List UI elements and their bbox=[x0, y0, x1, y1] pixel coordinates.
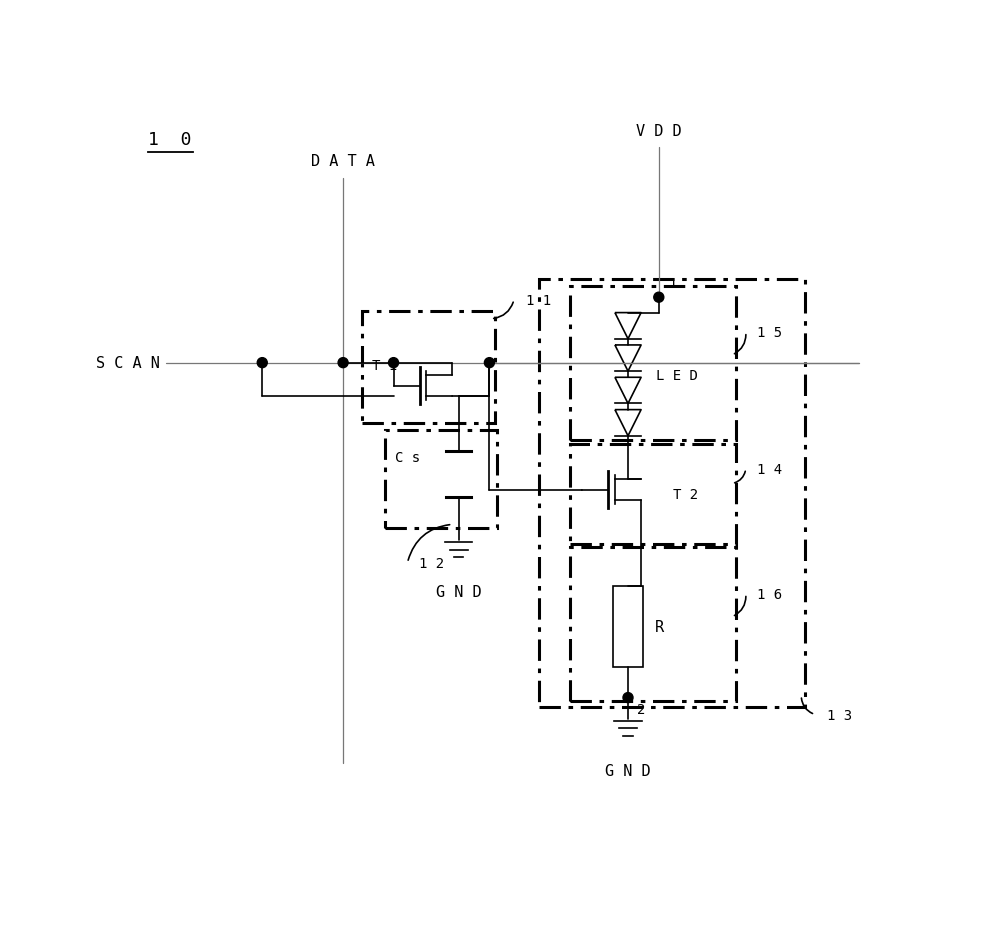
Circle shape bbox=[257, 359, 267, 368]
Text: 1 6: 1 6 bbox=[757, 587, 782, 601]
Text: T 2: T 2 bbox=[673, 487, 698, 501]
Text: 1 5: 1 5 bbox=[757, 326, 782, 340]
Text: C s: C s bbox=[395, 450, 420, 464]
Circle shape bbox=[389, 359, 399, 368]
Text: L E D: L E D bbox=[656, 368, 698, 382]
Circle shape bbox=[623, 693, 633, 703]
Text: R: R bbox=[655, 619, 664, 634]
Text: S C A N: S C A N bbox=[96, 356, 160, 371]
Text: G N D: G N D bbox=[436, 584, 481, 599]
Text: 1 3: 1 3 bbox=[827, 708, 852, 722]
Text: D A T A: D A T A bbox=[311, 154, 375, 168]
Circle shape bbox=[338, 359, 348, 368]
Circle shape bbox=[654, 293, 664, 303]
Bar bbox=[613, 586, 643, 667]
Text: T 1: T 1 bbox=[372, 359, 397, 372]
Text: 2: 2 bbox=[637, 702, 646, 716]
Text: V D D: V D D bbox=[636, 124, 682, 139]
Text: 1 4: 1 4 bbox=[757, 462, 782, 476]
Text: G N D: G N D bbox=[605, 764, 651, 779]
Text: 1  0: 1 0 bbox=[148, 131, 192, 149]
Text: 1 1: 1 1 bbox=[526, 294, 551, 307]
Circle shape bbox=[484, 359, 494, 368]
Text: 1 2: 1 2 bbox=[419, 556, 444, 570]
Text: 1: 1 bbox=[669, 277, 677, 291]
